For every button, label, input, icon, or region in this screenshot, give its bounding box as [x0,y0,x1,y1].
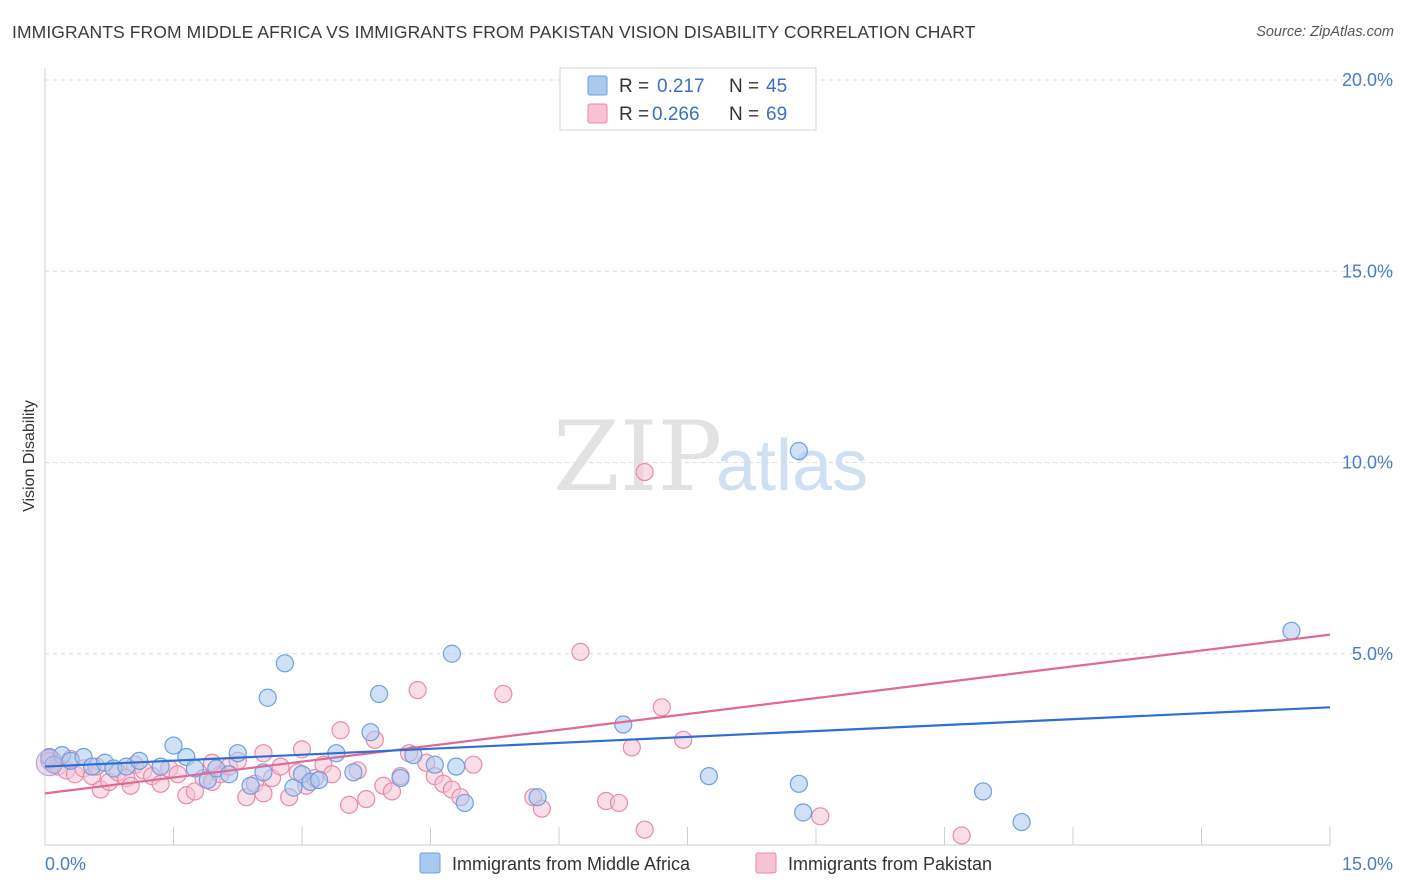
gridlines [45,79,1393,655]
legend-n-value-1: 45 [766,76,787,97]
series-legend-swatch-middle-africa [419,852,441,874]
point-middle-africa [228,744,247,763]
point-middle-africa [528,788,547,807]
legend-swatch-pakistan [587,103,608,124]
axes [44,68,1331,846]
series-legend-swatch-pakistan [755,852,777,874]
point-middle-africa [284,778,303,797]
point-cluster-origin [35,749,63,777]
watermark: ZIP atlas [553,401,868,513]
point-middle-africa [344,763,363,782]
point-pakistan [674,730,693,749]
legend-swatch-middle-africa [587,75,608,96]
chart-title: IMMIGRANTS FROM MIDDLE AFRICA VS IMMIGRA… [12,22,976,42]
trendline-pakistan [44,633,1331,795]
point-pakistan [185,782,205,801]
point-pakistan [571,642,590,661]
point-pakistan [271,757,290,776]
point-pakistan [408,680,427,700]
watermark-atlas: atlas [716,426,868,506]
series-legend-label-pakistan: Immigrants from Pakistan [788,854,992,874]
legend-r-value-2: 0.266 [652,104,700,125]
y-tick-label: 5.0% [1352,644,1393,664]
point-middle-africa [130,751,149,770]
point-middle-africa [614,715,633,734]
y-tick-label: 15.0% [1342,261,1393,281]
point-pakistan [952,826,971,845]
point-pakistan [635,820,654,839]
legend-n-label-1: N = [729,76,759,97]
point-middle-africa [275,654,294,673]
point-middle-africa [699,767,719,786]
source-credit: Source: ZipAtlas.com [1256,24,1394,40]
point-middle-africa [789,441,808,461]
x-tick-label: 0.0% [45,854,86,874]
point-middle-africa [254,763,273,782]
x-tick-labels: 0.0% 15.0% [45,854,1393,874]
y-tick-label: 10.0% [1342,453,1393,473]
point-pakistan [609,793,629,813]
series-legend: Immigrants from Middle Africa Immigrants… [419,852,992,874]
trend-lines [44,633,1331,795]
stats-legend: R = 0.217 N = 45 R = 0.266 N = 69 [559,67,817,131]
legend-r-value-1: 0.217 [657,76,705,97]
series-legend-label-middle-africa: Immigrants from Middle Africa [452,854,691,874]
point-middle-africa [1282,621,1301,640]
point-pakistan [652,698,671,717]
point-middle-africa [258,688,277,707]
legend-n-value-2: 69 [766,104,787,125]
point-middle-africa [789,774,808,793]
point-middle-africa [361,723,380,742]
point-middle-africa [447,757,466,776]
point-pakistan [494,684,513,704]
y-tick-label: 20.0% [1342,70,1393,90]
point-pakistan [340,795,359,814]
y-tick-labels: 5.0% 10.0% 15.0% 20.0% [1342,70,1393,664]
point-pakistan [331,721,350,740]
point-pakistan [635,462,654,482]
point-middle-africa [973,782,993,801]
point-pakistan [622,738,641,757]
trendline-middle-africa [44,706,1331,768]
point-middle-africa [455,793,474,813]
point-pakistan [357,789,376,809]
point-middle-africa [391,768,410,788]
point-pakistan [121,776,140,795]
point-middle-africa [425,755,444,774]
watermark-zip: ZIP [553,401,722,513]
point-middle-africa [220,765,239,784]
point-middle-africa [370,684,389,704]
point-pakistan [464,755,483,774]
point-middle-africa [310,770,329,790]
point-pakistan [382,782,402,801]
point-middle-africa [1012,812,1031,832]
legend-r-label-1: R = [619,76,649,97]
legend-r-label-2: R = [619,104,649,125]
point-middle-africa [241,776,260,795]
point-middle-africa [164,736,183,755]
point-pakistan [811,807,830,826]
y-axis-label: Vision Disability [21,400,38,512]
x-tick-label: 15.0% [1342,854,1393,874]
point-middle-africa [442,644,462,663]
point-middle-africa [794,803,813,822]
point-pakistan [168,765,187,784]
point-pakistan [254,744,273,763]
legend-n-label-2: N = [729,104,759,125]
